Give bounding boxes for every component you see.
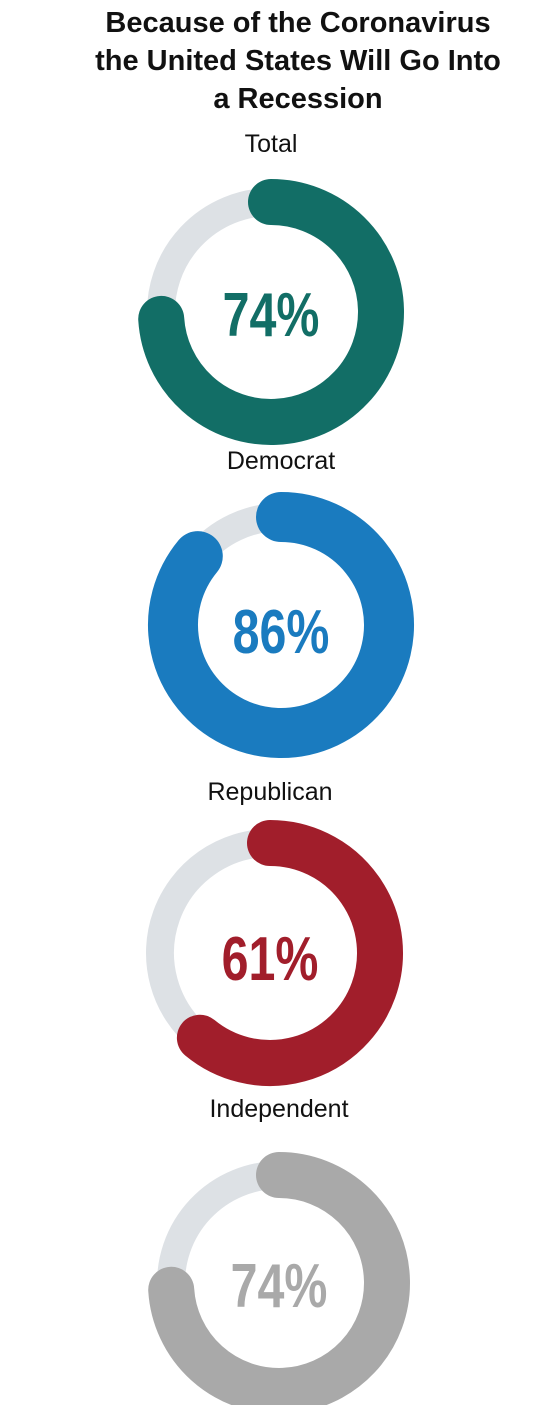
value-label-democrat: 86% — [233, 597, 330, 666]
donut-arc-democrat — [148, 492, 414, 758]
donut-arc-independent — [148, 1152, 410, 1405]
donut-total: Total 74% — [138, 130, 404, 445]
category-label-republican: Republican — [207, 778, 332, 806]
value-label-republican: 61% — [222, 924, 319, 993]
chart-title-line-3: a Recession — [213, 83, 383, 115]
category-label-independent: Independent — [209, 1095, 348, 1123]
donut-track-republican — [146, 829, 284, 1052]
value-label-group-independent: 74% — [231, 1251, 328, 1320]
donut-republican: Republican 61% — [146, 778, 403, 1086]
donut-arc-republican — [176, 820, 403, 1086]
value-label-independent: 74% — [231, 1251, 328, 1320]
category-label-democrat: Democrat — [227, 447, 335, 475]
chart-title: Because of the Coronavirus the United St… — [0, 4, 556, 118]
donut-track-independent — [157, 1161, 293, 1304]
chart-title-line-1: Because of the Coronavirus — [105, 7, 491, 39]
chart-title-line-2: the United States Will Go Into — [95, 45, 501, 77]
category-label-total: Total — [245, 130, 298, 158]
donut-democrat: Democrat 86% — [148, 447, 414, 758]
value-label-group-total: 74% — [223, 280, 320, 349]
donut-arc-total — [138, 179, 404, 445]
value-label-group-democrat: 86% — [233, 597, 330, 666]
donut-independent: Independent 74% — [148, 1095, 410, 1405]
value-label-total: 74% — [223, 280, 320, 349]
donut-track-total — [147, 188, 285, 333]
value-label-group-republican: 61% — [222, 924, 319, 993]
